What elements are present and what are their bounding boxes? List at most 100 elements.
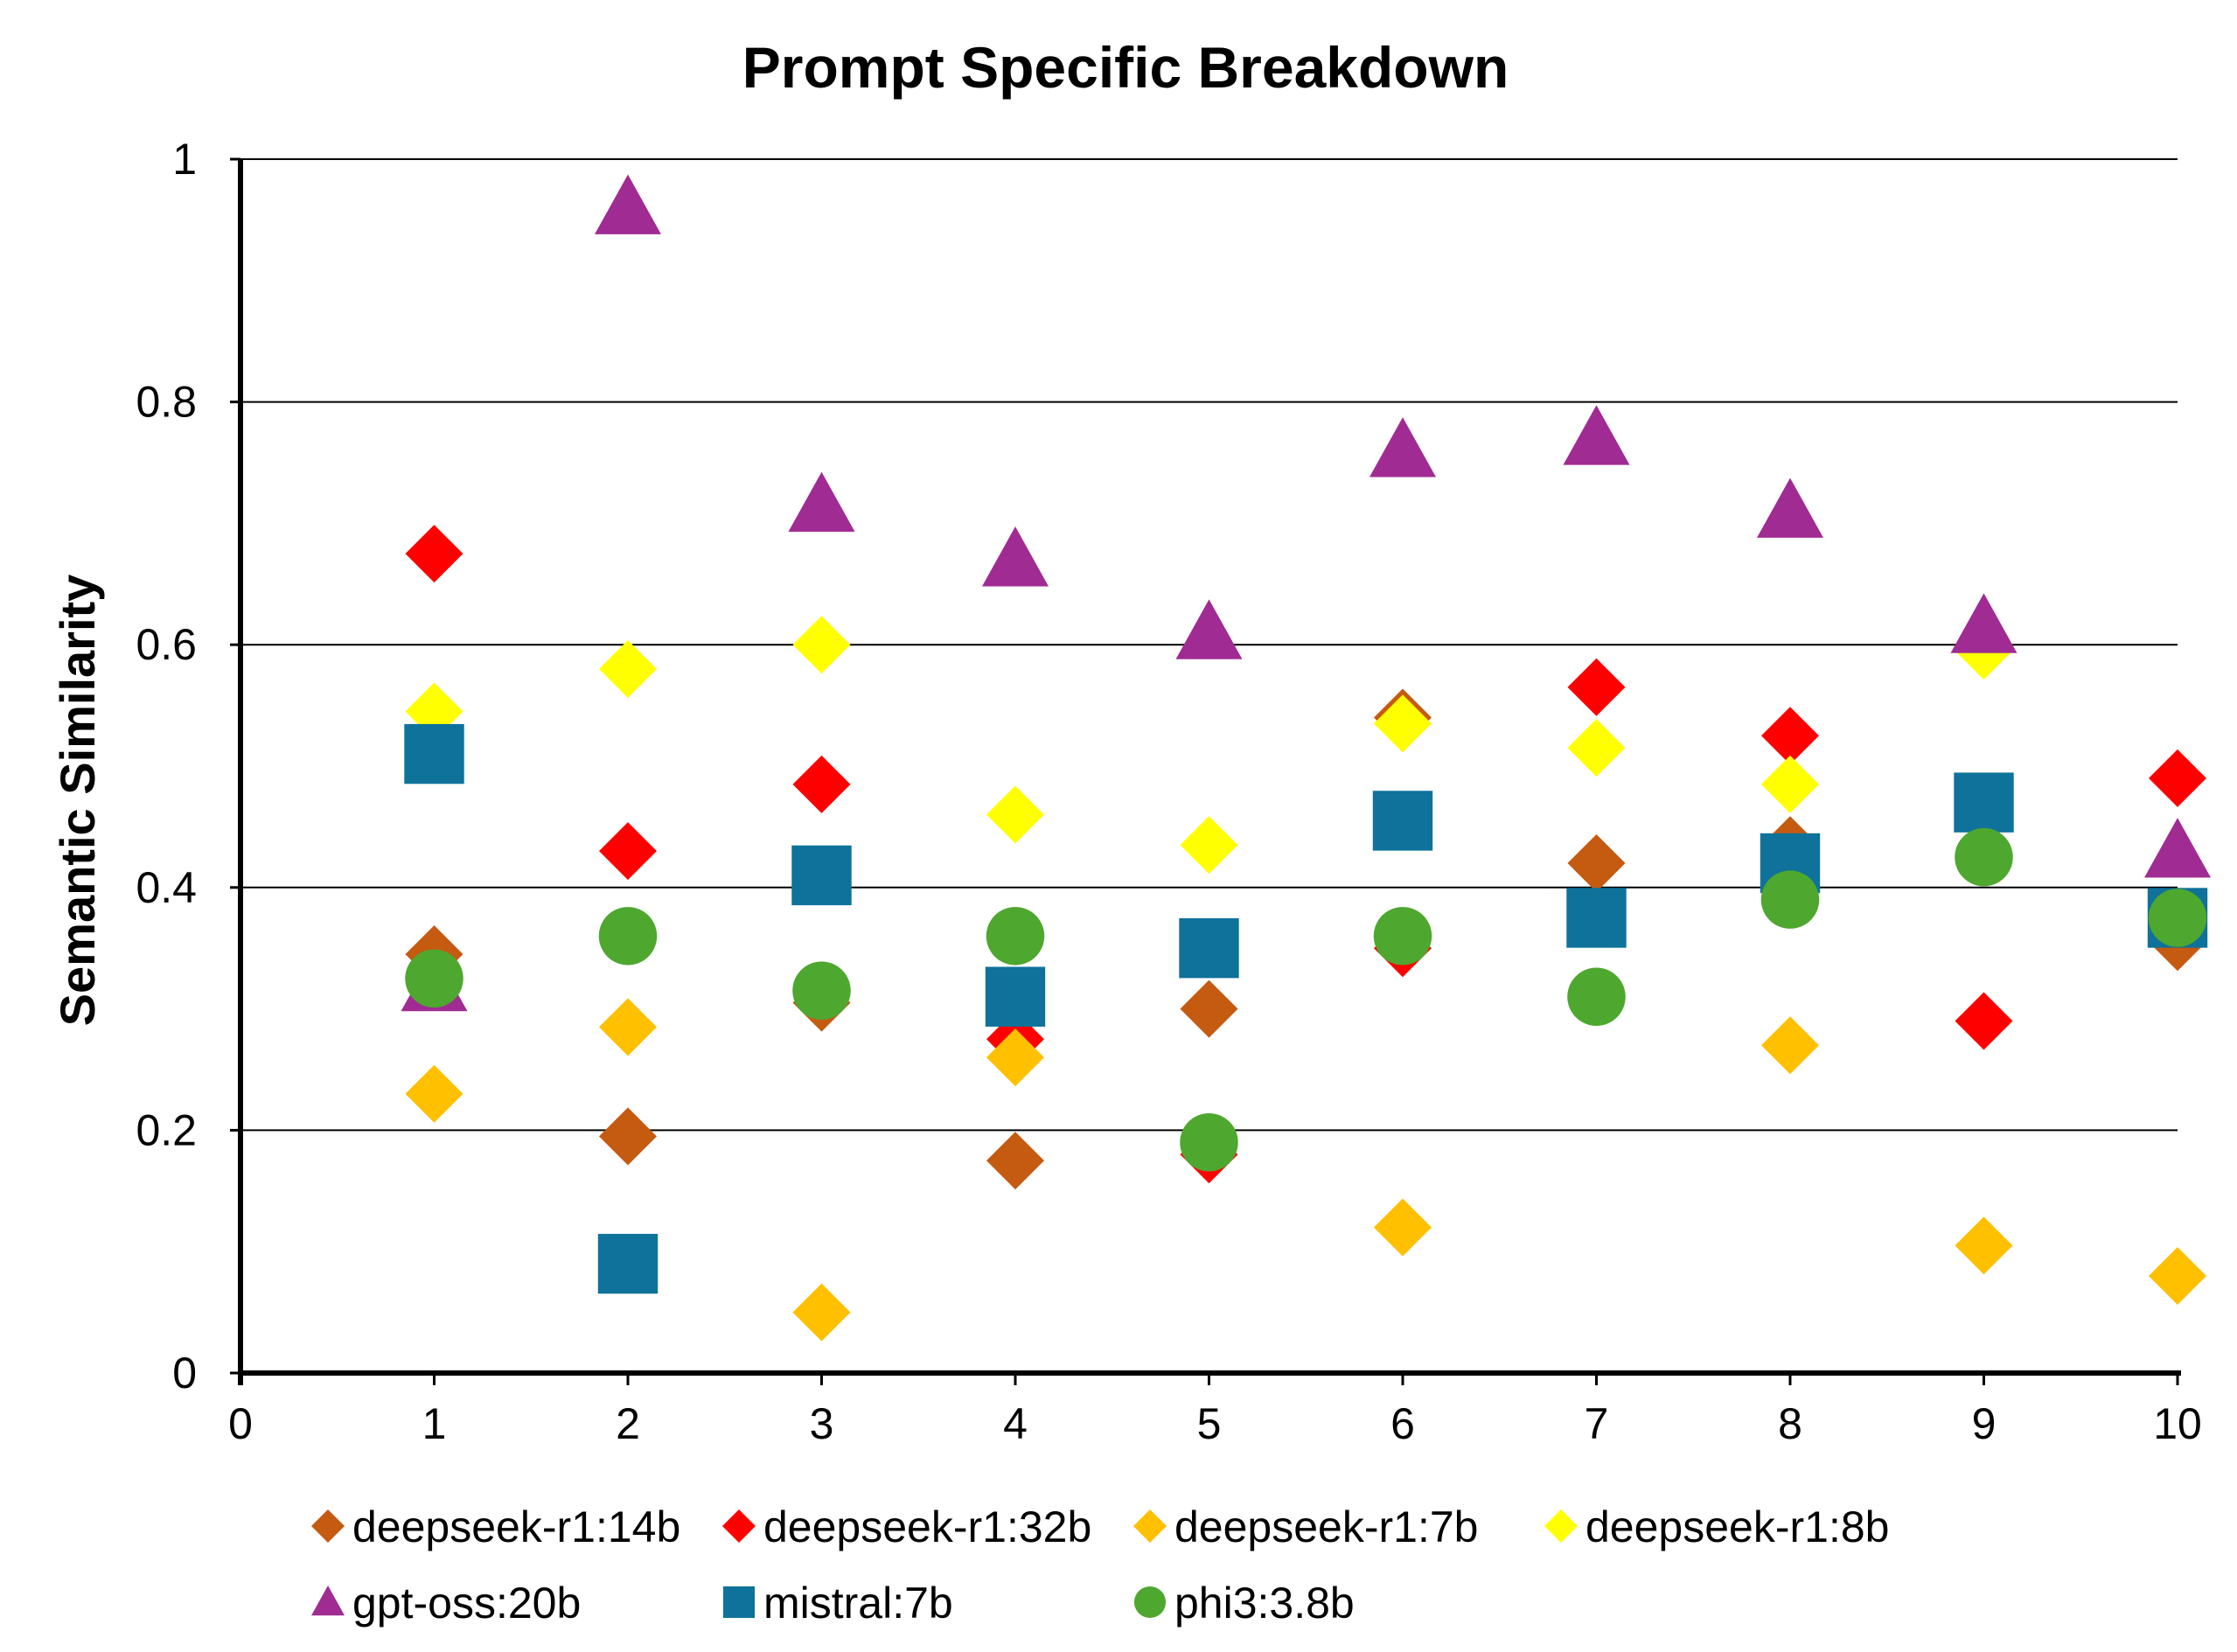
- data-point: [1567, 834, 1626, 893]
- data-point: [405, 1064, 463, 1123]
- data-point: [1761, 1016, 1819, 1075]
- data-point: [985, 966, 1046, 1027]
- x-tick-label: 3: [810, 1399, 834, 1448]
- data-point: [1372, 791, 1433, 851]
- legend-label: deepseek-r1:32b: [763, 1502, 1091, 1551]
- legend-label: gpt-oss:20b: [352, 1579, 581, 1628]
- data-point: [599, 998, 657, 1056]
- data-point: [404, 723, 464, 784]
- series-deepseek-r1-32b: [405, 525, 2206, 1184]
- legend-marker-triangle-icon: [311, 1586, 345, 1616]
- data-point: [599, 1107, 657, 1166]
- data-point: [791, 845, 852, 906]
- legend-marker-square-icon: [722, 1586, 756, 1619]
- series-deepseek-r1-14b: [405, 688, 2206, 1190]
- data-point: [1180, 1113, 1238, 1172]
- legend-label: deepseek-r1:14b: [352, 1502, 680, 1551]
- series-deepseek-r1-8b: [405, 616, 2013, 875]
- y-tick-label: 0: [172, 1349, 197, 1398]
- data-point: [1175, 599, 1243, 659]
- legend-marker-diamond-icon: [1133, 1509, 1167, 1543]
- legend-marker-circle-icon: [1133, 1586, 1167, 1619]
- data-point: [1374, 1198, 1432, 1257]
- data-point: [792, 1283, 851, 1342]
- legend-label: mistral:7b: [763, 1579, 953, 1628]
- data-point: [2149, 749, 2206, 807]
- data-point: [405, 525, 463, 583]
- y-axis-label: Semantic Similarity: [50, 575, 105, 1027]
- x-tick-label: 1: [422, 1399, 447, 1448]
- x-tick-label: 10: [2153, 1399, 2202, 1448]
- x-tick-label: 9: [1972, 1399, 1997, 1448]
- data-point: [598, 907, 658, 965]
- data-point: [792, 755, 851, 813]
- legend-label: deepseek-r1:7b: [1174, 1502, 1478, 1551]
- data-point: [1374, 694, 1432, 753]
- data-point: [1950, 593, 2017, 653]
- series-deepseek-r1-7b: [405, 998, 2206, 1342]
- chart-title: Prompt Specific Breakdown: [742, 35, 1509, 100]
- data-point: [2149, 1246, 2206, 1305]
- legend-marker-diamond-icon: [722, 1509, 756, 1543]
- data-point: [792, 616, 851, 674]
- legend-item: deepseek-r1:7b: [1133, 1502, 1478, 1551]
- data-point: [1760, 870, 1820, 929]
- data-point: [1373, 907, 1432, 965]
- y-tick-label: 0.2: [136, 1105, 197, 1154]
- data-point: [1955, 992, 2013, 1050]
- series-gpt-oss-20b: [401, 174, 2211, 1012]
- legend-label: phi3:3.8b: [1174, 1579, 1355, 1628]
- legend-item: phi3:3.8b: [1133, 1579, 1355, 1628]
- data-point: [405, 949, 463, 1008]
- x-tick-label: 2: [616, 1399, 640, 1448]
- data-point: [1757, 477, 1823, 538]
- legend-label: deepseek-r1:8b: [1585, 1502, 1889, 1551]
- x-tick-label: 0: [228, 1399, 253, 1448]
- y-tick-label: 1: [172, 135, 197, 184]
- legend-item: mistral:7b: [722, 1579, 953, 1628]
- data-point: [1566, 888, 1627, 948]
- legend-item: gpt-oss:20b: [311, 1579, 581, 1628]
- data-point: [1180, 979, 1238, 1038]
- data-point: [788, 471, 855, 532]
- data-point: [1369, 417, 1436, 477]
- x-tick-label: 5: [1197, 1399, 1222, 1448]
- legend-item: deepseek-r1:8b: [1544, 1502, 1889, 1551]
- series-mistral-7b: [404, 723, 2208, 1294]
- legend-item: deepseek-r1:32b: [722, 1502, 1091, 1551]
- data-points: [401, 174, 2211, 1342]
- data-point: [986, 1132, 1044, 1190]
- data-point: [1563, 405, 1630, 465]
- data-point: [597, 1233, 659, 1294]
- data-point: [982, 526, 1049, 587]
- data-point: [1567, 719, 1626, 777]
- tick-labels: 00.20.40.60.810 1 2 3 4 5 6 7 8 9 10: [136, 135, 2201, 1448]
- data-point: [595, 174, 661, 234]
- x-tick-label: 6: [1390, 1399, 1415, 1448]
- data-point: [1567, 658, 1626, 716]
- data-point: [1761, 755, 1819, 813]
- data-point: [1954, 772, 2014, 833]
- data-point: [1955, 827, 2013, 887]
- data-point: [986, 907, 1045, 965]
- data-point: [599, 639, 657, 698]
- legend: deepseek-r1:14b deepseek-r1:32b deepseek-r…: [311, 1502, 1889, 1628]
- x-tick-label: 8: [1778, 1399, 1802, 1448]
- y-tick-label: 0.8: [136, 378, 197, 427]
- data-point: [1180, 816, 1238, 875]
- axes: [238, 159, 2181, 1385]
- legend-marker-diamond-icon: [1544, 1509, 1578, 1543]
- data-point: [792, 961, 851, 1021]
- series-phi3-3-8b: [405, 827, 2207, 1172]
- data-point: [2148, 889, 2207, 947]
- x-tick-label: 4: [1003, 1399, 1028, 1448]
- y-tick-label: 0.4: [136, 863, 197, 912]
- data-point: [1179, 918, 1239, 979]
- legend-item: deepseek-r1:14b: [311, 1502, 680, 1551]
- data-point: [986, 785, 1044, 844]
- data-point: [2144, 818, 2211, 878]
- y-tick-label: 0.6: [136, 620, 197, 669]
- data-point: [1761, 707, 1819, 765]
